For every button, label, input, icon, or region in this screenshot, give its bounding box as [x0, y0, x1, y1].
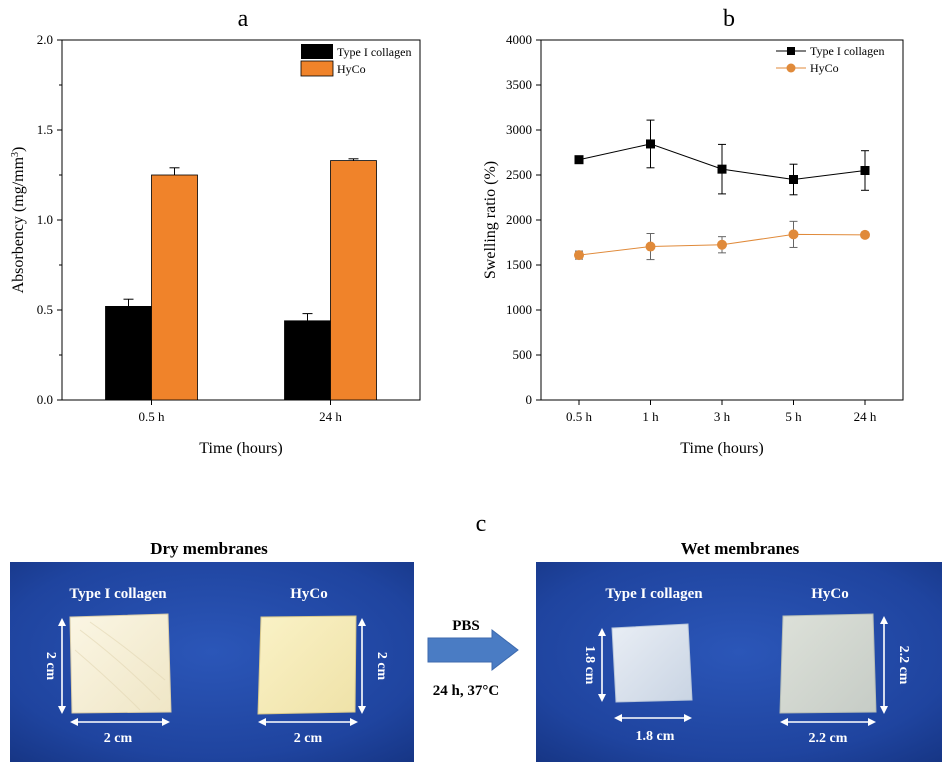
- x-tick-label-b: 0.5 h: [566, 409, 593, 424]
- y-tick-label-b: 0: [526, 392, 533, 407]
- dry-hyco-width-label: 2 cm: [294, 731, 323, 746]
- dry-hyco-label: HyCo: [290, 586, 328, 602]
- pbs-arrow: PBS 24 h, 37°C: [427, 618, 519, 699]
- y-tick-label-b: 2000: [506, 212, 532, 227]
- plot-frame-b: [540, 39, 904, 401]
- y-tick-label-b: 1000: [506, 302, 532, 317]
- x-tick-label-a: 24 h: [319, 409, 342, 424]
- dry-collagen-width-label: 2 cm: [104, 731, 133, 746]
- photo-panel: c Dry membranes Wet membranes Type I col…: [10, 511, 942, 762]
- legend-label-hyco-b: HyCo: [810, 61, 839, 75]
- wet-collagen-membrane: [611, 623, 693, 703]
- y-axis-b: 0 500 1000 1500 2000 2500 3000 3500 4000: [506, 32, 541, 407]
- point-hyco: [717, 239, 727, 250]
- x-axis-a: 0.5 h 24 h: [139, 400, 342, 424]
- x-tick-label-b: 24 h: [854, 409, 877, 424]
- dry-collagen-texture: [74, 621, 166, 711]
- y-tick-label-a: 2.0: [37, 32, 53, 47]
- wet-hyco-width-label: 2.2 cm: [809, 731, 848, 746]
- y-tick-label-a: 0.5: [37, 302, 53, 317]
- line-chart-swelling: b 0 500 1000 1500 2000 2500 3000 3500 4000 0.5 h…: [482, 6, 904, 457]
- legend-label-hyco: HyCo: [337, 62, 366, 76]
- dry-hyco-height-label: 2 cm: [374, 652, 389, 681]
- bar-collagen: [105, 305, 152, 401]
- dry-membranes-title: Dry membranes: [150, 539, 268, 558]
- arrow-shape: [427, 628, 519, 672]
- point-collagen: [789, 175, 798, 184]
- panel-label-c: c: [476, 511, 487, 537]
- x-axis-b: 0.5 h 1 h 3 h 5 h 24 h: [566, 400, 877, 424]
- y-tick-label-b: 1500: [506, 257, 532, 272]
- legend-label-collagen: Type I collagen: [337, 45, 411, 59]
- x-tick-label-b: 3 h: [714, 409, 731, 424]
- legend-marker-collagen: [787, 47, 795, 55]
- y-tick-label-b: 3500: [506, 77, 532, 92]
- x-tick-label-b: 1 h: [642, 409, 659, 424]
- legend-swatch-hyco: [300, 60, 334, 77]
- wet-membranes-title: Wet membranes: [681, 539, 800, 558]
- bar-chart-absorbency: a 0.0 0.5 1.0 1.5 2.0 0.5 h 24 h Time (hours)…: [10, 6, 421, 457]
- legend-swatch-collagen: [301, 44, 333, 59]
- panel-label-b: b: [723, 6, 735, 32]
- y-axis-label-a: Absorbency (mg/mm3): [10, 147, 28, 294]
- legend-b: Type I collagen HyCo: [776, 44, 884, 75]
- point-hyco: [645, 241, 656, 252]
- wet-membranes-photo: Type I collagen HyCo 1.8 cm 1.8 cm 2.2 c…: [536, 562, 942, 762]
- y-tick-label-b: 2500: [506, 167, 532, 182]
- series-b: [574, 119, 870, 261]
- point-collagen: [646, 139, 655, 149]
- point-collagen: [574, 155, 584, 165]
- point-hyco: [860, 229, 870, 240]
- arrow-top-label: PBS: [452, 618, 480, 634]
- legend-a: Type I collagen HyCo: [300, 44, 411, 77]
- y-tick-label-b: 4000: [506, 32, 532, 47]
- wet-hyco-membrane: [779, 613, 877, 714]
- wet-collagen-label: Type I collagen: [605, 586, 703, 602]
- bars-a: [105, 158, 377, 401]
- y-axis-a: 0.0 0.5 1.0 1.5 2.0: [37, 32, 62, 407]
- wet-hyco-height-label: 2.2 cm: [896, 646, 911, 685]
- x-axis-label-b: Time (hours): [680, 440, 763, 457]
- x-axis-label-a: Time (hours): [199, 440, 282, 457]
- y-tick-label-b: 3000: [506, 122, 532, 137]
- y-tick-label-a: 1.5: [37, 122, 53, 137]
- panel-label-a: a: [238, 6, 249, 32]
- point-collagen: [860, 166, 870, 175]
- legend-marker-hyco: [786, 63, 796, 73]
- y-tick-label-a: 0.0: [37, 392, 53, 407]
- arrow-bottom-label: 24 h, 37°C: [433, 683, 499, 699]
- wet-collagen-width-label: 1.8 cm: [636, 729, 675, 744]
- dry-hyco-membrane: [257, 615, 357, 715]
- point-collagen: [717, 164, 727, 174]
- dry-membranes-photo: Type I collagen HyCo 2 cm 2 cm 2 cm 2 cm: [10, 562, 414, 762]
- wet-hyco-label: HyCo: [811, 586, 849, 602]
- dry-collagen-height-label: 2 cm: [43, 652, 58, 681]
- y-tick-label-a: 1.0: [37, 212, 53, 227]
- bar-hyco: [330, 160, 377, 401]
- y-axis-label-b: Swelling ratio (%): [482, 161, 499, 279]
- bar-collagen: [284, 320, 331, 401]
- dry-collagen-label: Type I collagen: [69, 586, 167, 602]
- point-hyco: [788, 229, 799, 240]
- point-hyco: [574, 250, 584, 261]
- y-tick-label-b: 500: [513, 347, 533, 362]
- x-tick-label-a: 0.5 h: [139, 409, 166, 424]
- bar-hyco: [151, 174, 198, 401]
- wet-collagen-height-label: 1.8 cm: [582, 646, 597, 685]
- x-tick-label-b: 5 h: [785, 409, 802, 424]
- legend-label-collagen-b: Type I collagen: [810, 44, 884, 58]
